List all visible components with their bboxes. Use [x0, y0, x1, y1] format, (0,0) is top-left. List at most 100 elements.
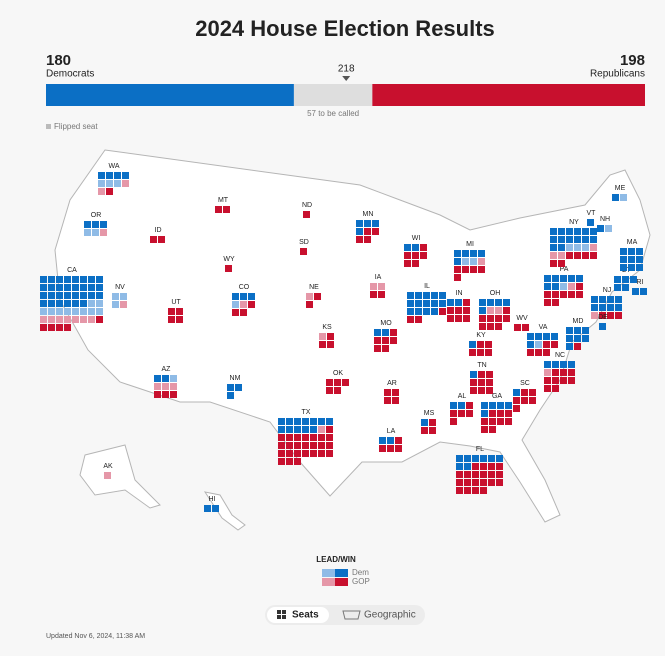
seat [314, 293, 321, 300]
seat [56, 276, 63, 283]
seat [40, 300, 47, 307]
updated: Updated Nov 6, 2024, 11:38 AM [46, 633, 145, 640]
seat [566, 343, 573, 350]
seat [552, 291, 559, 298]
seat [591, 312, 598, 319]
seat [72, 316, 79, 323]
seat [384, 389, 391, 396]
seat [628, 248, 635, 255]
seat [529, 389, 536, 396]
seat [395, 437, 402, 444]
seat [470, 387, 477, 394]
legend-swatch [322, 569, 335, 577]
seat [48, 308, 55, 315]
seat [543, 333, 550, 340]
seat [390, 337, 397, 344]
seat [176, 316, 183, 323]
seat [503, 307, 510, 314]
seat [599, 312, 606, 319]
seat [407, 292, 414, 299]
seat [88, 284, 95, 291]
seat [278, 442, 285, 449]
seat [456, 471, 463, 478]
seat [56, 292, 63, 299]
seat [590, 228, 597, 235]
seat [481, 418, 488, 425]
us-outline [54, 149, 651, 531]
seat [204, 505, 211, 512]
seat [486, 387, 493, 394]
seat [240, 309, 247, 316]
seat [551, 333, 558, 340]
seat [88, 292, 95, 299]
seat [404, 260, 411, 267]
seat [48, 276, 55, 283]
legend-swatch [335, 569, 348, 577]
seat [72, 292, 79, 299]
seat [478, 266, 485, 273]
seat [480, 463, 487, 470]
seat [404, 244, 411, 251]
seat [566, 228, 573, 235]
state-label: NE [309, 284, 319, 291]
seat [450, 418, 457, 425]
geographic-label[interactable]: Geographic [364, 610, 416, 621]
seat [599, 304, 606, 311]
seat [96, 308, 103, 315]
seat [462, 258, 469, 265]
state-label: NV [115, 284, 125, 291]
seat [558, 252, 565, 259]
seat [550, 244, 557, 251]
seat [478, 371, 485, 378]
seat [574, 335, 581, 342]
seat [574, 327, 581, 334]
seat [495, 315, 502, 322]
seat [112, 301, 119, 308]
seat [566, 335, 573, 342]
seat [472, 471, 479, 478]
state-label: WI [412, 235, 421, 242]
seat [382, 329, 389, 336]
majority-label: 218 [338, 64, 355, 75]
seat [387, 437, 394, 444]
seat [458, 410, 465, 417]
seat [560, 275, 567, 282]
seat [392, 389, 399, 396]
seat [64, 308, 71, 315]
state-label: OK [333, 370, 343, 377]
seat [489, 402, 496, 409]
seat [319, 333, 326, 340]
seat [300, 248, 307, 255]
seat [486, 379, 493, 386]
seat [463, 299, 470, 306]
state-label: KS [322, 324, 332, 331]
seat [513, 405, 520, 412]
seat [168, 308, 175, 315]
seat [407, 308, 414, 315]
seat [591, 304, 598, 311]
seat [620, 256, 627, 263]
seat [356, 236, 363, 243]
seat [154, 375, 161, 382]
seat [342, 379, 349, 386]
seat [294, 442, 301, 449]
seat [454, 250, 461, 257]
state-label: PA [560, 266, 569, 273]
seat [574, 244, 581, 251]
seats-label[interactable]: Seats [292, 610, 319, 621]
state-label: MI [466, 241, 474, 248]
seat [104, 472, 111, 479]
seat [535, 349, 542, 356]
seat [552, 361, 559, 368]
seat [456, 463, 463, 470]
seat [481, 410, 488, 417]
seat [80, 308, 87, 315]
seat [607, 296, 614, 303]
seat [455, 307, 462, 314]
seat [558, 236, 565, 243]
seat [489, 410, 496, 417]
seat [176, 308, 183, 315]
rep-seats: 198 [620, 52, 645, 69]
seat [622, 284, 629, 291]
